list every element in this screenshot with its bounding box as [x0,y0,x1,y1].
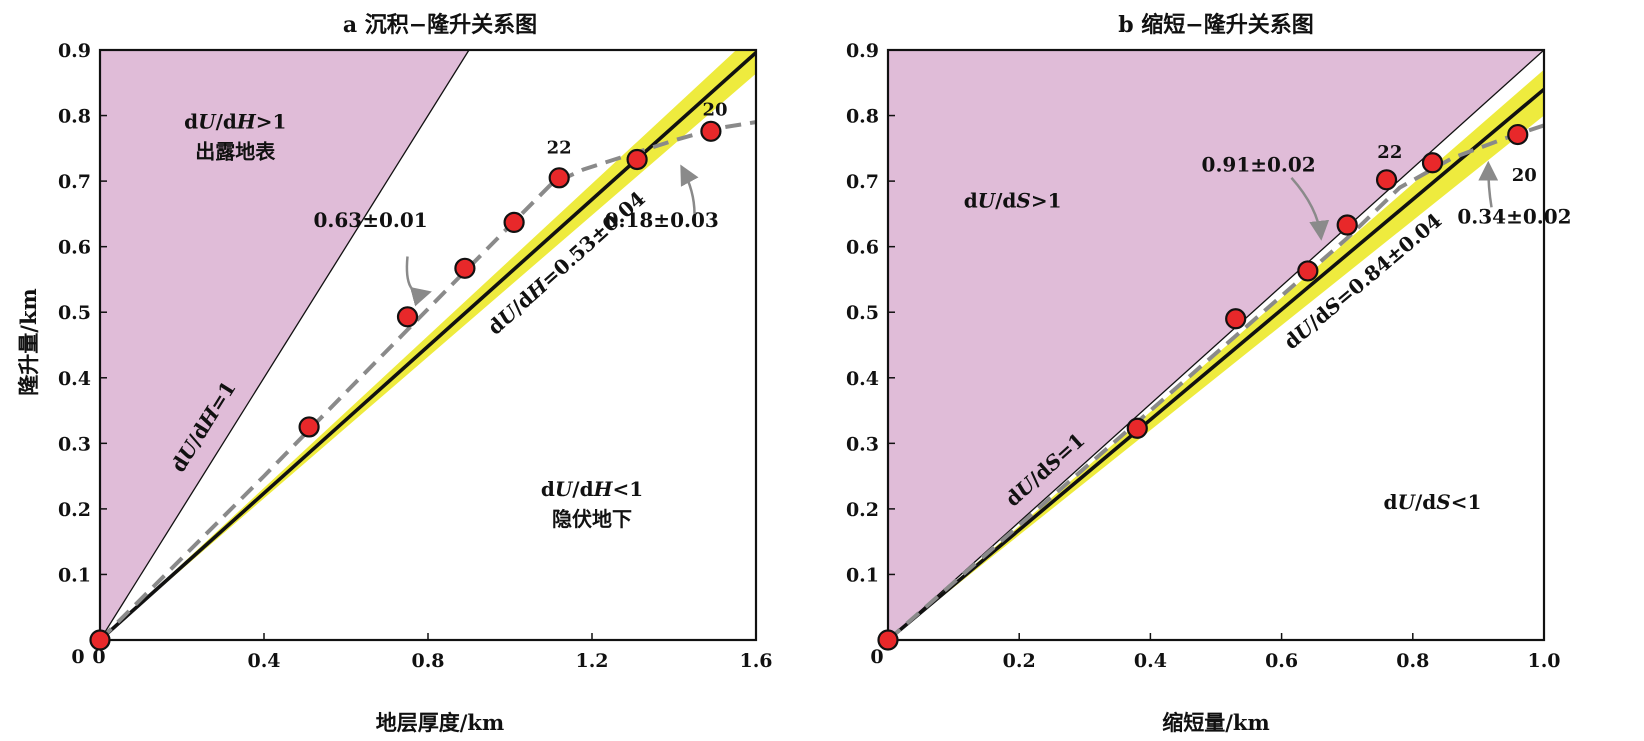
a-data-point [503,211,525,234]
b-fit-band [888,69,1544,640]
a-data-point [626,148,648,171]
a-region-label: dU/dH>1 [184,110,286,134]
a-ref-line [100,50,470,640]
a-data-point [700,120,722,142]
a-y-tick-label: 0.8 [58,106,91,128]
a-annotation-arrow [680,164,699,214]
a-y-tick-label: 0.6 [58,237,91,259]
b-data-point [1375,169,1398,191]
b-y-tick-label: 0.1 [846,564,879,586]
panel-a-xlabel: 地层厚度/km [376,710,504,735]
a-data-point [89,629,111,651]
a-y-tick-label: 0.7 [58,171,91,193]
b-y-tick-label: 0.4 [846,368,879,390]
panel-b: b 缩短−隆升关系图 缩短量/km 0.2 0.4 0.6 0.8 1.0 0.1 0.2 0… [846,12,1572,735]
a-y-tick-label: 0.1 [58,564,91,586]
a-plot-area [100,50,756,640]
b-region-label: dU/dS<1 [1384,490,1482,514]
b-x-tick-label: 0.2 [1003,650,1036,672]
a-fit-line [100,51,756,640]
b-dashed-curve [888,123,1544,640]
a-annotation-arrow [405,256,432,307]
b-annotation-arrow [1478,160,1499,208]
a-y-tick-label: 0.9 [58,40,91,62]
panel-b-xlabel: 缩短量/km [1162,710,1269,735]
a-region-label: 隐伏地下 [552,507,632,531]
b-slope-annotation: 0.91±0.02 [1202,152,1316,176]
a-point-label: 22 [547,138,572,159]
a-data-point [298,416,320,438]
a-x-tick-label: 1.2 [575,650,608,672]
b-plot-area [888,50,1544,640]
panel-a: a 沉积−隆升关系图 地层厚度/km 隆升量/km 0.4 0.8 1.2 1.6 0.… [16,12,773,735]
a-point-label: 20 [702,100,727,121]
b-data-point [1336,214,1358,236]
b-data-point [1421,152,1444,174]
b-annotation-arrow [1290,177,1330,241]
panel-b-title: b 缩短−隆升关系图 [1118,12,1313,38]
a-y-tick-label: 0.2 [58,499,91,521]
b-data-point [1297,260,1319,282]
a-region-label: dU/dH<1 [541,477,643,501]
a-origin-label: 0 [71,646,84,668]
a-dashed-curve [100,120,756,640]
b-slope-annotation: 0.34±0.02 [1457,205,1571,229]
b-y-tick-label: 0.8 [846,106,879,128]
b-region-label: dU/dS>1 [964,188,1062,212]
panel-a-ylabel: 隆升量/km [16,288,41,395]
b-ref-line [888,50,1544,640]
b-y-tick-label: 0.7 [846,171,879,193]
b-y-tick-label: 0.2 [846,499,879,521]
b-x-tick-label: 1.0 [1527,650,1560,672]
b-point-label: 20 [1512,165,1537,186]
b-x-tick-label: 0.4 [1134,650,1167,672]
a-data-point [454,257,476,279]
b-y-tick-label: 0.6 [846,237,879,259]
b-x-tick-label: 0.6 [1265,650,1298,672]
b-x-tick-label: 0.8 [1396,650,1429,672]
panel-a-title: a 沉积−隆升关系图 [343,12,537,38]
b-point-label: 22 [1377,142,1402,163]
b-data-point [877,629,899,651]
a-origin-label: 0 [92,646,105,668]
b-origin-label: 0 [870,646,883,668]
a-data-point [548,167,570,189]
a-slope-annotation: 0.18±0.03 [605,208,719,232]
a-x-tick-label: 0.4 [247,650,280,672]
a-slope-annotation: 0.63±0.01 [314,208,428,232]
a-data-point [396,306,419,328]
b-y-tick-label: 0.9 [846,40,879,62]
a-x-tick-label: 0.8 [411,650,444,672]
a-y-tick-label: 0.3 [58,433,91,455]
b-axes-frame [886,48,1546,642]
a-y-tick-label: 0.4 [58,368,91,390]
a-y-tick-label: 0.5 [58,302,91,324]
a-region-label: 出露地表 [195,140,276,164]
b-y-tick-label: 0.3 [846,433,879,455]
b-y-tick-label: 0.5 [846,302,879,324]
b-data-point [1507,123,1529,146]
b-fit-line [888,87,1544,640]
a-x-tick-label: 1.6 [739,650,772,672]
b-data-point [1126,417,1148,439]
b-data-point [1225,308,1247,330]
